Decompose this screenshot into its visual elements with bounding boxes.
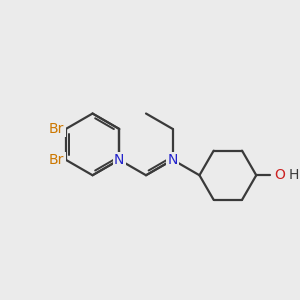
Text: Br: Br	[49, 153, 64, 167]
Text: H: H	[289, 168, 299, 182]
Text: O: O	[274, 168, 285, 182]
Text: Br: Br	[49, 122, 64, 136]
Text: N: N	[114, 153, 124, 167]
Text: N: N	[167, 153, 178, 167]
